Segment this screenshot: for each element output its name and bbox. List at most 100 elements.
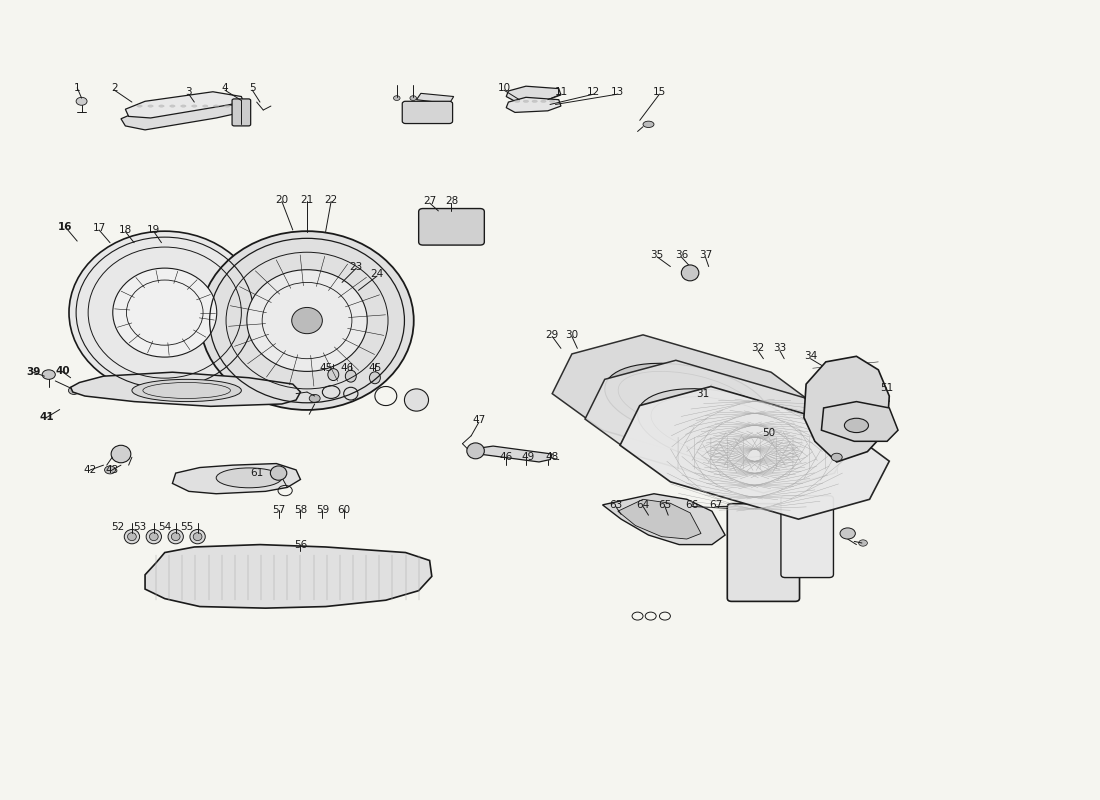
Ellipse shape (132, 379, 241, 402)
Polygon shape (432, 213, 456, 219)
Text: 46: 46 (341, 363, 354, 374)
Text: 24: 24 (371, 270, 384, 279)
Text: 22: 22 (324, 194, 338, 205)
Text: 40: 40 (56, 366, 70, 376)
Ellipse shape (217, 468, 282, 488)
Text: 61: 61 (250, 468, 263, 478)
Ellipse shape (172, 533, 180, 541)
Ellipse shape (224, 105, 230, 107)
FancyBboxPatch shape (403, 102, 452, 123)
Ellipse shape (42, 370, 55, 379)
Text: 30: 30 (565, 330, 579, 340)
Ellipse shape (68, 386, 79, 394)
Ellipse shape (190, 530, 206, 544)
Text: 1: 1 (74, 82, 80, 93)
Text: 28: 28 (444, 196, 458, 206)
Text: 63: 63 (609, 500, 623, 510)
Text: 12: 12 (587, 86, 601, 97)
Polygon shape (585, 360, 855, 493)
Polygon shape (618, 499, 701, 539)
Ellipse shape (832, 454, 843, 461)
Text: 41: 41 (40, 413, 54, 422)
Text: 23: 23 (350, 262, 363, 271)
Polygon shape (603, 494, 725, 545)
Polygon shape (145, 545, 432, 608)
Ellipse shape (271, 466, 287, 480)
Text: 46: 46 (499, 452, 513, 462)
Polygon shape (552, 335, 822, 467)
Ellipse shape (168, 530, 184, 544)
Text: 13: 13 (612, 86, 625, 97)
Ellipse shape (644, 121, 654, 127)
Text: 49: 49 (521, 452, 535, 462)
Ellipse shape (111, 446, 131, 462)
Polygon shape (125, 92, 243, 118)
Text: 3: 3 (186, 86, 192, 97)
Text: 20: 20 (275, 194, 288, 205)
Ellipse shape (840, 528, 856, 539)
Polygon shape (121, 102, 241, 130)
Ellipse shape (69, 231, 261, 394)
Ellipse shape (292, 307, 322, 334)
Text: 29: 29 (546, 330, 559, 340)
Ellipse shape (169, 105, 175, 107)
Ellipse shape (328, 369, 339, 381)
Text: 21: 21 (300, 194, 313, 205)
Text: 51: 51 (880, 383, 893, 393)
Text: 19: 19 (147, 225, 161, 235)
Ellipse shape (309, 394, 320, 402)
FancyBboxPatch shape (727, 504, 800, 602)
Text: 16: 16 (58, 222, 73, 232)
FancyBboxPatch shape (781, 496, 834, 578)
Ellipse shape (466, 443, 484, 458)
Polygon shape (506, 86, 561, 102)
Ellipse shape (532, 100, 538, 102)
Ellipse shape (605, 363, 769, 440)
Ellipse shape (524, 100, 529, 102)
Ellipse shape (113, 268, 217, 357)
Text: 4: 4 (221, 82, 229, 93)
Ellipse shape (180, 105, 186, 107)
Text: 34: 34 (804, 351, 817, 362)
Text: 57: 57 (272, 505, 285, 514)
Text: 65: 65 (658, 500, 671, 510)
Ellipse shape (136, 105, 142, 107)
Polygon shape (70, 372, 300, 406)
Ellipse shape (146, 530, 162, 544)
Text: 11: 11 (554, 86, 568, 97)
Text: 37: 37 (698, 250, 712, 261)
Polygon shape (804, 356, 889, 462)
Text: 53: 53 (133, 522, 146, 532)
Text: 18: 18 (119, 225, 132, 235)
Text: 2: 2 (111, 82, 118, 93)
Text: 43: 43 (106, 465, 119, 475)
Ellipse shape (124, 530, 140, 544)
Ellipse shape (859, 540, 868, 546)
Ellipse shape (104, 466, 116, 474)
Text: 39: 39 (26, 367, 41, 377)
Text: 10: 10 (497, 82, 510, 93)
Ellipse shape (213, 105, 219, 107)
Ellipse shape (638, 389, 802, 466)
FancyBboxPatch shape (232, 99, 251, 126)
Text: 59: 59 (316, 505, 329, 514)
Text: 33: 33 (773, 343, 786, 354)
Ellipse shape (515, 100, 520, 102)
Text: 66: 66 (685, 500, 698, 510)
Text: 32: 32 (751, 343, 764, 354)
Text: 45: 45 (319, 363, 332, 374)
Ellipse shape (147, 105, 153, 107)
Text: 55: 55 (180, 522, 194, 532)
Ellipse shape (158, 105, 164, 107)
Text: 15: 15 (652, 86, 667, 97)
Ellipse shape (76, 98, 87, 106)
Ellipse shape (405, 389, 429, 411)
Text: 17: 17 (92, 223, 106, 234)
Ellipse shape (550, 100, 554, 102)
Polygon shape (822, 402, 898, 442)
Polygon shape (478, 446, 552, 462)
Text: 64: 64 (637, 500, 650, 510)
Text: 60: 60 (338, 505, 351, 514)
Text: 27: 27 (424, 196, 437, 206)
Polygon shape (620, 386, 889, 519)
